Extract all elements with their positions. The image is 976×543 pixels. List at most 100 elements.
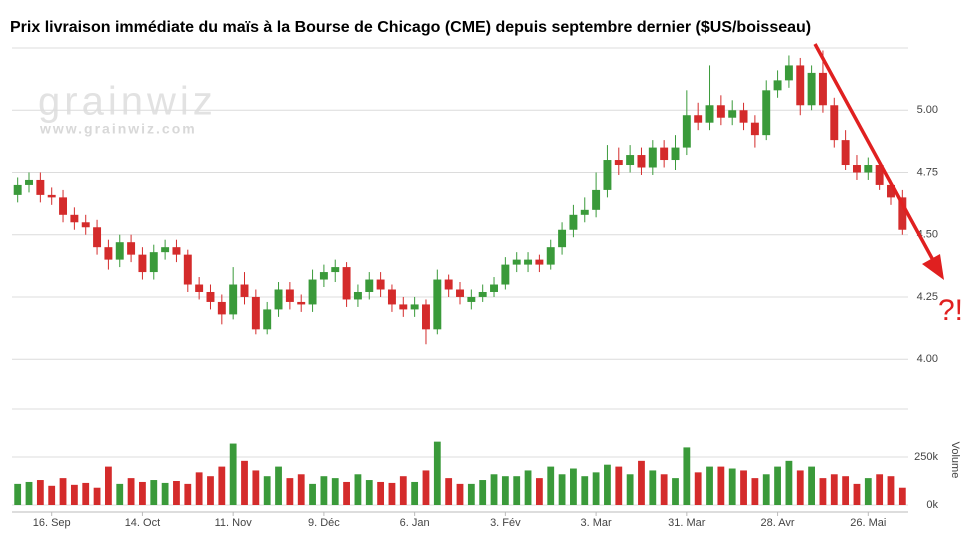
candle-body (240, 284, 249, 297)
volume-bar (853, 483, 861, 505)
candle-body (263, 309, 272, 330)
candle-body (682, 115, 691, 148)
candle-body (512, 259, 521, 265)
candle-body (501, 264, 510, 285)
volume-bar (638, 460, 645, 505)
candle-body (603, 160, 612, 190)
y-tick-label: 5.00 (917, 104, 938, 116)
candle-body (796, 65, 805, 106)
candle-body (115, 242, 124, 260)
volume-bar (241, 460, 248, 505)
volume-bar (365, 480, 373, 505)
candle-body (217, 301, 226, 315)
candle-body (444, 279, 453, 290)
volume-bar (694, 472, 702, 505)
candle-body (887, 184, 895, 198)
x-tick-label: 14. Oct (125, 517, 160, 529)
volume-bar (842, 476, 850, 505)
volume-bar (207, 476, 214, 505)
volume-bar (286, 478, 294, 505)
volume-bar (467, 483, 475, 505)
candle-body (694, 115, 703, 123)
candle-body (705, 105, 714, 123)
volume-bar (14, 483, 22, 505)
volume-bar (501, 476, 509, 505)
y-tick-label: 4.75 (917, 166, 938, 178)
volume-bar (422, 470, 430, 505)
volume-bar (59, 478, 67, 505)
candle-body (47, 194, 56, 198)
candle-body (206, 291, 215, 302)
candle-body (671, 147, 680, 161)
volume-bar (887, 476, 895, 505)
volume-bar (93, 487, 101, 505)
candle-body (739, 110, 748, 123)
candle-body (580, 209, 589, 215)
candle-body (898, 197, 907, 230)
candle-body (251, 296, 260, 330)
volume-bar (70, 484, 78, 505)
candle-body (660, 147, 669, 161)
candle-body (138, 254, 147, 273)
volume-bar (252, 470, 260, 505)
chart-title: Prix livraison immédiate du maïs à la Bo… (10, 19, 811, 36)
watermark-url: www.grainwiz.com (39, 121, 197, 137)
candle-body (70, 214, 79, 223)
x-tick-label: 31. Mar (668, 517, 706, 529)
x-tick-label: 28. Avr (761, 517, 795, 529)
volume-bar (672, 478, 679, 505)
volume-bar (161, 482, 169, 505)
volume-bar (195, 472, 203, 505)
volume-bar (25, 481, 33, 505)
candle-body (637, 155, 646, 168)
x-tick-label: 26. Mai (850, 517, 886, 529)
candle-body (387, 289, 396, 305)
candle-body (841, 140, 850, 166)
volume-bar (774, 466, 781, 505)
candle-body (365, 279, 374, 292)
candle-body (308, 279, 317, 305)
volume-bar (354, 474, 362, 505)
x-tick-label: 11. Nov (215, 517, 253, 529)
candle-body (535, 259, 544, 265)
volume-bar (150, 480, 158, 505)
volume-bar (762, 474, 770, 505)
volume-bar (82, 482, 90, 505)
candle-body (422, 304, 430, 330)
volume-bar (411, 481, 419, 505)
candle-body (274, 289, 283, 310)
candle-body (13, 184, 22, 195)
volume-bar (751, 478, 759, 505)
candle-body (467, 296, 476, 302)
candle-body (376, 279, 385, 290)
candle-body (569, 214, 578, 230)
candle-body (183, 254, 192, 285)
volume-bar (717, 466, 725, 505)
candle-body (524, 259, 533, 265)
candle-body (818, 72, 827, 106)
volume-bar (626, 474, 634, 505)
volume-bar (343, 481, 350, 505)
candle-body (830, 105, 839, 141)
arrow-head (922, 254, 944, 280)
volume-bar (649, 470, 657, 505)
volume-bar (819, 478, 827, 505)
volume-bar (728, 468, 736, 505)
volume-bar (876, 474, 884, 505)
volume-bar (535, 478, 543, 505)
candle-body (149, 252, 158, 273)
candle-body (558, 229, 567, 248)
volume-bar (740, 470, 747, 505)
volume-bar (173, 481, 180, 505)
x-tick-label: 16. Sep (33, 517, 71, 529)
volume-bar (524, 470, 532, 505)
volume-bar (864, 478, 872, 505)
volume-bar (218, 466, 226, 505)
x-tick-label: 6. Jan (400, 517, 430, 529)
volume-bar (808, 466, 815, 505)
volume-bar (604, 464, 611, 505)
candle-body (297, 301, 306, 305)
volume-bar (660, 474, 668, 505)
candle-body (456, 289, 464, 297)
